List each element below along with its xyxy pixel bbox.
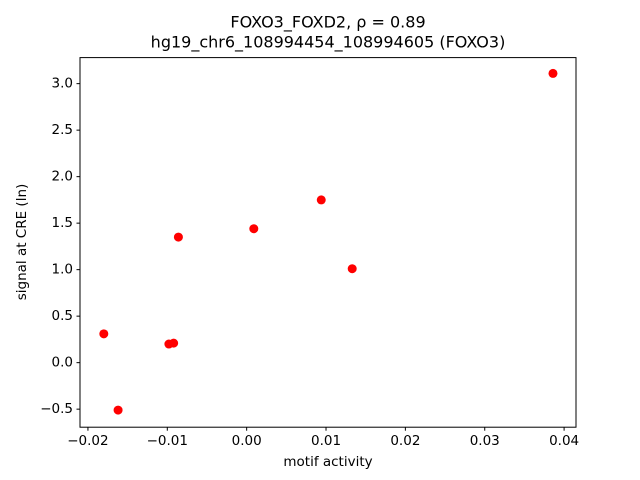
x-tick-label: −0.01 (147, 433, 188, 449)
x-tick-label: 0.04 (549, 433, 579, 449)
y-tick-label: 2.5 (52, 122, 73, 138)
x-tick-label: 0.00 (232, 433, 262, 449)
chart-subtitle: hg19_chr6_108994454_108994605 (FOXO3) (151, 33, 506, 53)
chart-title: FOXO3_FOXD2, ρ = 0.89 (230, 13, 425, 33)
point (249, 224, 259, 234)
x-tick-label: −0.02 (67, 433, 108, 449)
point (169, 338, 179, 348)
y-tick-label: 1.5 (52, 215, 73, 231)
point (347, 264, 357, 274)
x-tick-label: 0.03 (470, 433, 500, 449)
point (316, 195, 326, 205)
x-axis-label: motif activity (283, 454, 372, 470)
point (113, 405, 123, 415)
point (173, 232, 183, 242)
y-tick-label: 0.5 (52, 308, 73, 324)
y-tick-label: 1.0 (52, 262, 73, 278)
axes-frame (79, 57, 577, 428)
point (548, 68, 558, 78)
y-axis-label: signal at CRE (ln) (14, 184, 30, 301)
y-tick-label: −0.5 (40, 401, 73, 417)
point (99, 329, 109, 339)
y-tick-label: 0.0 (52, 355, 73, 371)
y-tick-label: 2.0 (52, 169, 73, 185)
x-tick-label: 0.02 (390, 433, 420, 449)
x-tick-label: 0.01 (311, 433, 341, 449)
y-tick-label: 3.0 (52, 76, 73, 92)
